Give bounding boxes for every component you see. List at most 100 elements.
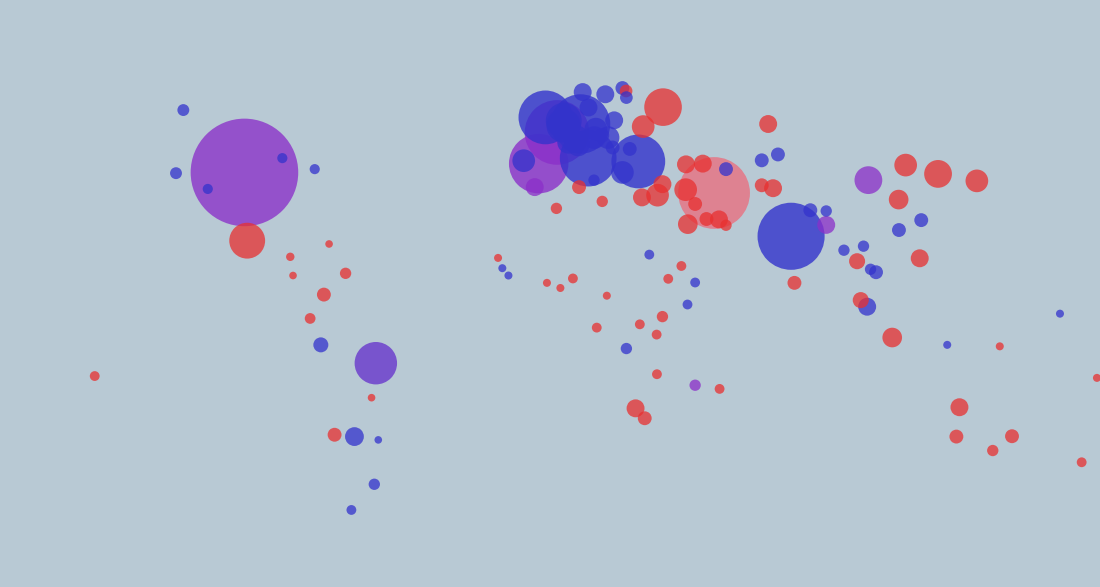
Point (605, 116, 623, 125)
Point (570, 140, 587, 150)
Point (548, 204, 565, 213)
Point (490, 253, 507, 262)
Point (617, 344, 635, 353)
Point (686, 200, 704, 209)
Point (835, 245, 852, 255)
Point (284, 271, 301, 280)
Point (653, 180, 671, 189)
Point (950, 403, 968, 412)
Point (282, 252, 299, 262)
Point (653, 312, 671, 321)
Point (802, 205, 820, 215)
Point (554, 116, 572, 126)
Point (315, 290, 332, 299)
Point (551, 284, 569, 293)
Point (530, 159, 548, 168)
Point (817, 206, 835, 215)
Point (596, 90, 614, 99)
Point (526, 183, 543, 192)
Point (587, 323, 605, 332)
Point (614, 168, 631, 177)
Point (604, 143, 622, 152)
Point (851, 295, 869, 305)
Point (717, 221, 735, 230)
Point (648, 370, 666, 379)
Point (752, 156, 770, 165)
Point (515, 156, 532, 166)
Point (968, 176, 986, 185)
Point (855, 241, 872, 251)
Point (848, 257, 866, 266)
Point (679, 220, 696, 229)
Point (320, 239, 338, 249)
Point (370, 435, 387, 444)
Point (617, 86, 635, 96)
Point (572, 119, 590, 129)
Point (785, 278, 803, 288)
Point (235, 168, 253, 177)
Point (769, 150, 786, 159)
Point (312, 340, 330, 350)
Point (239, 236, 256, 245)
Point (538, 278, 556, 288)
Point (858, 302, 876, 311)
Point (947, 432, 965, 441)
Point (636, 413, 653, 423)
Point (660, 274, 678, 284)
Point (585, 133, 603, 142)
Point (585, 176, 603, 185)
Point (1003, 431, 1021, 441)
Point (342, 505, 360, 515)
Point (686, 380, 704, 390)
Point (629, 157, 647, 166)
Point (568, 133, 585, 143)
Point (679, 300, 696, 309)
Point (367, 359, 385, 368)
Point (694, 159, 712, 168)
Point (867, 268, 884, 277)
Point (649, 190, 667, 200)
Point (580, 153, 597, 163)
Point (913, 215, 931, 225)
Point (306, 164, 323, 174)
Point (560, 137, 578, 147)
Point (911, 254, 928, 263)
Point (594, 131, 612, 140)
Point (938, 340, 956, 350)
Point (635, 122, 652, 131)
Point (363, 393, 381, 403)
Point (620, 144, 638, 154)
Point (598, 291, 616, 301)
Point (648, 330, 666, 339)
Point (752, 181, 770, 190)
Point (494, 264, 512, 273)
Point (175, 106, 192, 115)
Point (627, 404, 645, 413)
Point (890, 195, 908, 204)
Point (861, 265, 879, 274)
Point (705, 188, 723, 198)
Point (548, 128, 565, 137)
Point (86, 372, 103, 381)
Point (345, 432, 363, 441)
Point (890, 225, 908, 235)
Point (640, 250, 658, 259)
Point (686, 278, 704, 287)
Point (1072, 458, 1090, 467)
Point (594, 197, 612, 206)
Point (711, 384, 728, 393)
Point (883, 333, 901, 342)
Point (930, 169, 947, 178)
Point (499, 271, 517, 280)
Point (631, 319, 649, 329)
Point (896, 160, 914, 170)
Point (570, 183, 587, 192)
Point (580, 103, 597, 112)
Point (574, 87, 592, 97)
Point (759, 119, 777, 129)
Point (199, 184, 217, 194)
Point (537, 113, 554, 122)
Point (817, 220, 835, 230)
Point (365, 480, 383, 489)
Point (554, 121, 572, 130)
